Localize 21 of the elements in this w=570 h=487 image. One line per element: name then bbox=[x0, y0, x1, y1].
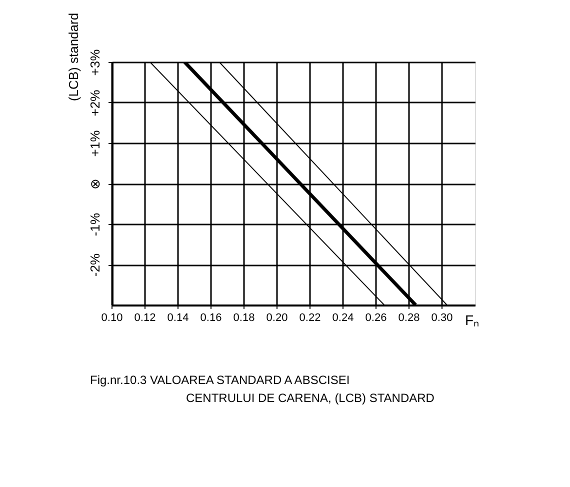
x-tick-label: 0.22 bbox=[299, 312, 321, 324]
x-tick-label: 0.12 bbox=[134, 312, 156, 324]
x-tick-label: 0.16 bbox=[200, 312, 222, 324]
x-axis-title: Fₙ bbox=[465, 312, 480, 328]
text: CENTRULUI DE CARENA, (LCB) STANDARD bbox=[186, 391, 435, 405]
y-tick-label: -2% bbox=[88, 253, 102, 277]
x-tick-label: 0.14 bbox=[167, 312, 189, 324]
x-tick-label: 0.30 bbox=[431, 312, 453, 324]
y-tick-label: ⊗ bbox=[88, 178, 102, 190]
x-tick-label: 0.26 bbox=[365, 312, 387, 324]
x-tick-label: 0.28 bbox=[398, 312, 420, 324]
x-tick-label: 0.24 bbox=[332, 312, 354, 324]
y-tick-label: +2% bbox=[88, 89, 102, 116]
x-tick-label: 0.10 bbox=[101, 312, 123, 324]
x-tick-label: 0.20 bbox=[266, 312, 288, 324]
y-tick-label: +3% bbox=[88, 48, 102, 76]
text: Fig.nr.10.3 VALOAREA STANDARD A ABSCISEI bbox=[90, 373, 350, 387]
x-tick-label: 0.18 bbox=[233, 312, 255, 324]
y-tick-label: -1% bbox=[88, 212, 102, 236]
y-axis-title: (LCB) standard bbox=[66, 12, 81, 102]
y-tick-label: +1% bbox=[88, 130, 102, 157]
